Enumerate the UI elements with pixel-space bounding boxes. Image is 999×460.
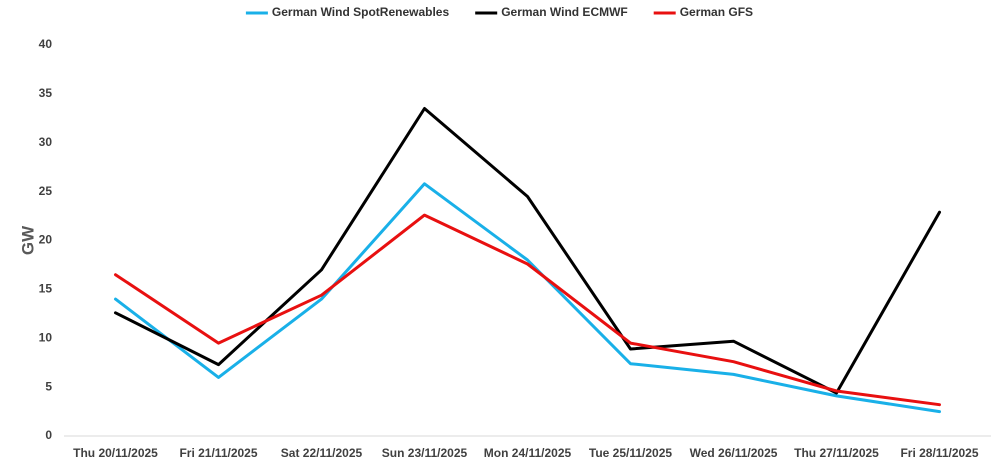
x-axis: Thu 20/11/2025 Fri 21/11/2025 Sat 22/11/20… (64, 435, 991, 460)
x-tick-label: Wed 26/11/2025 (690, 446, 778, 460)
y-axis: GW 0 5 10 15 20 25 30 35 40 (18, 37, 52, 442)
y-tick-label: 40 (39, 37, 53, 51)
y-tick-label: 10 (39, 330, 53, 344)
legend-label: German Wind ECMWF (501, 5, 628, 19)
x-tick-label: Thu 20/11/2025 (73, 446, 158, 460)
legend-label: German GFS (680, 5, 753, 19)
x-tick-label: Fri 21/11/2025 (179, 446, 257, 460)
series-line-2 (114, 107, 941, 395)
series-line-1 (114, 182, 941, 414)
x-tick-label: Tue 25/11/2025 (589, 446, 673, 460)
x-tick-label: Fri 28/11/2025 (900, 446, 978, 460)
y-tick-label: 25 (39, 184, 53, 198)
x-tick-label: Thu 27/11/2025 (794, 446, 879, 460)
plot-area (114, 107, 941, 414)
y-tick-label: 35 (39, 86, 53, 100)
legend: German Wind SpotRenewables German Wind EC… (245, 5, 753, 19)
legend-item-1: German Wind SpotRenewables (245, 5, 450, 19)
x-tick-label: Sun 23/11/2025 (382, 446, 468, 460)
series-line-3 (114, 213, 941, 407)
legend-item-2: German Wind ECMWF (475, 5, 628, 19)
x-tick-label: Sat 22/11/2025 (281, 446, 363, 460)
y-tick-label: 0 (45, 428, 52, 442)
legend-label: German Wind SpotRenewables (272, 5, 450, 19)
y-tick-label: 30 (39, 135, 53, 149)
legend-item-3: German GFS (653, 5, 753, 19)
y-tick-label: 20 (39, 233, 53, 247)
y-tick-label: 15 (39, 282, 53, 296)
x-tick-label: Mon 24/11/2025 (484, 446, 572, 460)
y-tick-label: 5 (45, 379, 52, 393)
y-axis-title: GW (18, 225, 37, 255)
